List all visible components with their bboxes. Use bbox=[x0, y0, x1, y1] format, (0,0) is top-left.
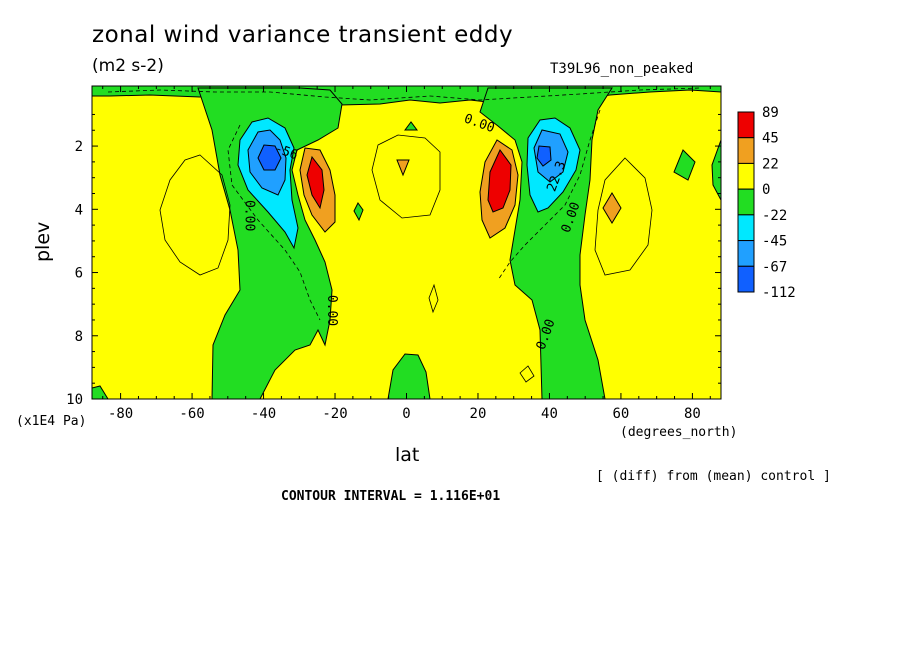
x-tick-label: 40 bbox=[541, 406, 558, 422]
dark-blue-region-right bbox=[536, 145, 552, 167]
y-tick-label: 8 bbox=[75, 329, 83, 345]
colorbar-label: -45 bbox=[762, 234, 787, 250]
contour-line-west bbox=[159, 154, 231, 276]
y-tick-label: 2 bbox=[75, 139, 83, 155]
y-tick-label: 4 bbox=[75, 202, 83, 218]
x-axis: -80 -60 -40 -20 0 20 40 60 80 bbox=[108, 86, 701, 422]
orange-spot-east bbox=[602, 192, 622, 224]
x-tick-label: 20 bbox=[470, 406, 487, 422]
plot-area bbox=[91, 85, 722, 400]
colorbar-swatch bbox=[737, 137, 755, 164]
contour-line-spot-lower bbox=[428, 283, 439, 314]
green-spot-west bbox=[353, 202, 364, 222]
contour-line-east bbox=[594, 157, 653, 276]
x-tick-label: -40 bbox=[251, 406, 276, 422]
contour-line-center bbox=[371, 134, 441, 219]
x-tick-label: -60 bbox=[179, 406, 204, 422]
red-region-left bbox=[306, 155, 325, 210]
x-axis-units: (degrees_north) bbox=[620, 425, 738, 440]
x-tick-label: -20 bbox=[322, 406, 347, 422]
dashed-contour-left bbox=[227, 124, 321, 321]
x-tick-label: 60 bbox=[613, 406, 630, 422]
dashed-contour-right bbox=[497, 109, 601, 281]
colorbar-swatch bbox=[737, 111, 755, 139]
colorbar: 89 45 22 0 -22 -45 -67 -112 bbox=[737, 105, 796, 301]
y-tick-label: 10 bbox=[66, 392, 83, 408]
dark-blue-region-left bbox=[257, 144, 282, 171]
orange-spot-center bbox=[396, 159, 410, 177]
red-region-right bbox=[487, 149, 512, 213]
chart-units: (m2 s-2) bbox=[92, 56, 164, 76]
chart-subtitle: T39L96_non_peaked bbox=[550, 61, 694, 77]
y-axis: 2 4 6 8 10 bbox=[66, 139, 721, 408]
x-tick-label: 0 bbox=[402, 406, 410, 422]
y-axis-units: (x1E4 Pa) bbox=[16, 414, 87, 429]
x-tick-label: 80 bbox=[684, 406, 701, 422]
fill-yellow-background bbox=[92, 86, 721, 399]
green-region-left bbox=[197, 87, 343, 400]
colorbar-label: -67 bbox=[762, 259, 787, 275]
colorbar-label: 89 bbox=[762, 105, 779, 121]
colorbar-swatch bbox=[737, 214, 755, 242]
x-axis-label: lat bbox=[395, 444, 420, 466]
contour-label: 0.00 bbox=[324, 295, 339, 326]
colorbar-label: -22 bbox=[762, 208, 787, 224]
colorbar-label: 22 bbox=[762, 156, 779, 172]
minor-ticks bbox=[92, 86, 721, 399]
colorbar-label: -112 bbox=[762, 285, 796, 301]
colorbar-swatch bbox=[737, 240, 755, 267]
green-spot-east bbox=[673, 149, 696, 181]
contour-label: 0.00 bbox=[242, 200, 257, 231]
contour-line-spot-bottom bbox=[519, 365, 535, 383]
colorbar-swatch bbox=[737, 265, 755, 293]
chart-title: zonal wind variance transient eddy bbox=[92, 22, 514, 48]
x-tick-label: -80 bbox=[108, 406, 133, 422]
colorbar-swatch bbox=[737, 188, 755, 216]
contour-interval: CONTOUR INTERVAL = 1.116E+01 bbox=[281, 489, 501, 504]
green-spot-center bbox=[404, 121, 418, 131]
diff-note: [ (diff) from (mean) control ] bbox=[596, 469, 831, 484]
colorbar-label: 45 bbox=[762, 131, 779, 147]
colorbar-label: 0 bbox=[762, 182, 770, 198]
colorbar-swatch bbox=[737, 162, 755, 190]
y-tick-label: 6 bbox=[75, 266, 83, 282]
